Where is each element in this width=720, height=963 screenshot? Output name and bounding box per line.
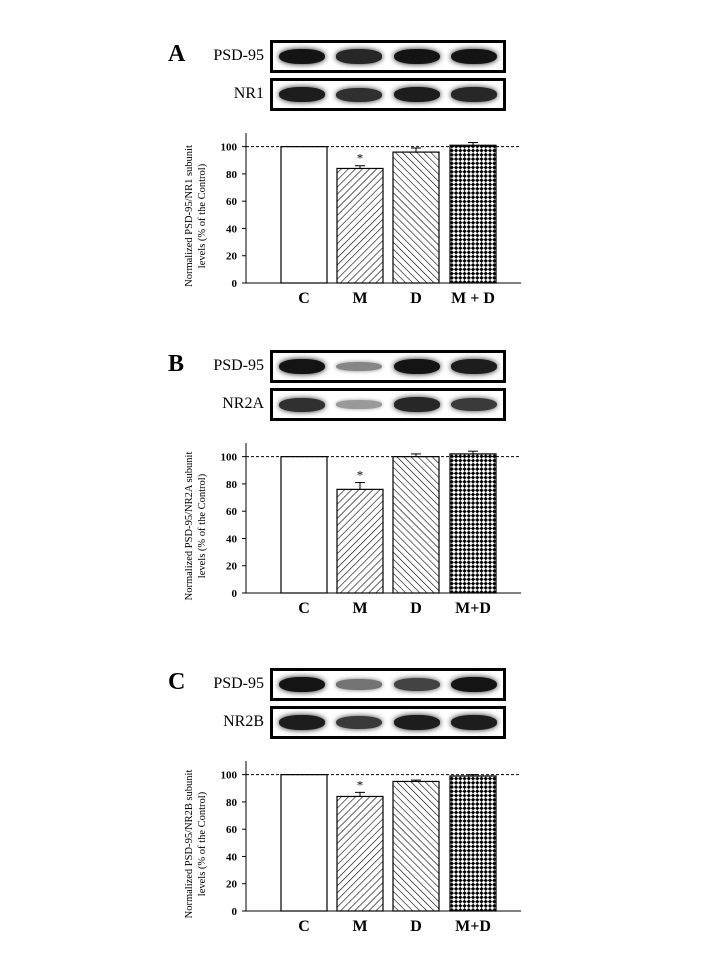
y-axis-title-line: Normalized PSD-95/NR1 subunit (184, 145, 195, 287)
blot-image (270, 40, 506, 73)
bar (280, 456, 328, 594)
bar (280, 774, 328, 912)
y-axis-title-line: levels (% of the Control) (197, 163, 208, 269)
y-tick-label: 100 (221, 142, 238, 154)
y-axis-title: Normalized PSD-95/NR1 subunit levels (% o… (183, 106, 209, 326)
y-tick-label: 0 (232, 588, 238, 600)
blot-band (451, 715, 498, 730)
blot-image (270, 706, 506, 739)
blot-label: PSD-95 (213, 675, 264, 692)
y-axis-title-line: Normalized PSD-95/NR2A subunit (184, 451, 195, 601)
blot-band (393, 715, 440, 730)
y-axis-title-line: levels (% of the Control) (197, 473, 208, 579)
blot-band (278, 397, 325, 412)
y-tick-label: 100 (221, 452, 238, 464)
x-tick-label: C (298, 290, 310, 307)
y-tick-label: 20 (226, 879, 238, 891)
x-tick-label: D (410, 290, 422, 307)
y-tick-label: 80 (226, 479, 238, 491)
bar (449, 453, 497, 594)
blot-band (451, 87, 498, 102)
y-axis-title-line: Normalized PSD-95/NR2B subunit (184, 769, 195, 919)
blot-image (270, 350, 506, 383)
blot-band (278, 87, 325, 102)
blot-image (270, 78, 506, 111)
x-tick-label: M (352, 290, 367, 307)
y-tick-label: 40 (226, 533, 238, 545)
bar (336, 167, 384, 284)
panel-letter: B (168, 351, 185, 377)
y-tick-label: 80 (226, 797, 238, 809)
blot-band (336, 715, 383, 730)
y-tick-label: 20 (226, 561, 238, 573)
y-tick-label: 40 (226, 851, 238, 863)
blot-image (270, 668, 506, 701)
blot-band (451, 48, 498, 65)
x-tick-label: C (298, 600, 310, 617)
x-tick-label: M (352, 600, 367, 617)
panel-letter: A (168, 41, 186, 67)
y-tick-label: 60 (226, 506, 238, 518)
x-tick-label: D (410, 918, 422, 935)
blot-band (336, 49, 383, 64)
bar (392, 151, 440, 284)
blot-band (393, 678, 440, 691)
blot-label: NR2A (222, 395, 264, 412)
panel-c: C PSD-95 NR2B Normalized PSD-95/NR2B subuni… (0, 663, 720, 963)
y-tick-label: 60 (226, 196, 238, 208)
y-tick-label: 40 (226, 223, 238, 235)
panel-b: B PSD-95 NR2A Normalized PSD-95/NR2A subuni… (0, 345, 720, 645)
blot-band (278, 676, 325, 693)
significance-marker: * (357, 151, 364, 166)
significance-marker: * (357, 468, 364, 483)
blot-label: PSD-95 (213, 357, 264, 374)
blot-band (451, 676, 498, 693)
y-tick-label: 60 (226, 824, 238, 836)
bar (449, 775, 497, 912)
bar-chart: 0 20 40 60 80 100 C * M D M+D (221, 443, 521, 617)
blot-band (336, 361, 383, 372)
bar (280, 146, 328, 284)
x-tick-label: M+D (455, 918, 491, 935)
x-tick-label: M + D (451, 290, 495, 307)
bar (392, 780, 440, 912)
blot-band (336, 400, 383, 409)
x-tick-label: C (298, 918, 310, 935)
y-axis-title: Normalized PSD-95/NR2B subunit levels (% … (183, 734, 209, 954)
blot-band (393, 48, 440, 65)
bar (336, 795, 384, 912)
x-tick-label: M (352, 918, 367, 935)
bar (392, 456, 440, 594)
y-tick-label: 20 (226, 251, 238, 263)
y-tick-label: 80 (226, 169, 238, 181)
bar-chart: 0 20 40 60 80 100 C * M D M + D (221, 133, 521, 307)
blot-band (451, 359, 498, 374)
blot-band (278, 48, 325, 65)
blot-label: PSD-95 (213, 47, 264, 64)
blot-band (336, 679, 383, 690)
blot-band (393, 397, 440, 412)
bar-chart: 0 20 40 60 80 100 C * M D M+D (221, 761, 521, 935)
y-axis-title: Normalized PSD-95/NR2A subunit levels (% … (183, 416, 209, 636)
blot-band (393, 358, 440, 375)
blot-band (451, 397, 498, 412)
blot-label: NR2B (223, 713, 264, 730)
x-tick-label: D (410, 600, 422, 617)
blot-label: NR1 (233, 85, 264, 102)
blot-band (393, 87, 440, 102)
blot-band (336, 87, 383, 102)
x-tick-label: M+D (455, 600, 491, 617)
y-axis-title-line: levels (% of the Control) (197, 791, 208, 897)
panel-letter: C (168, 669, 186, 695)
significance-marker: * (357, 777, 364, 792)
panel-a: A PSD-95 NR1 Normalized PSD-95/NR1 subunit l… (0, 35, 720, 335)
bar (449, 144, 497, 284)
blot-band (278, 715, 325, 730)
bar (336, 488, 384, 594)
blot-image (270, 388, 506, 421)
y-tick-label: 0 (232, 278, 238, 290)
y-tick-label: 100 (221, 770, 238, 782)
blot-band (278, 358, 325, 375)
y-tick-label: 0 (232, 906, 238, 918)
